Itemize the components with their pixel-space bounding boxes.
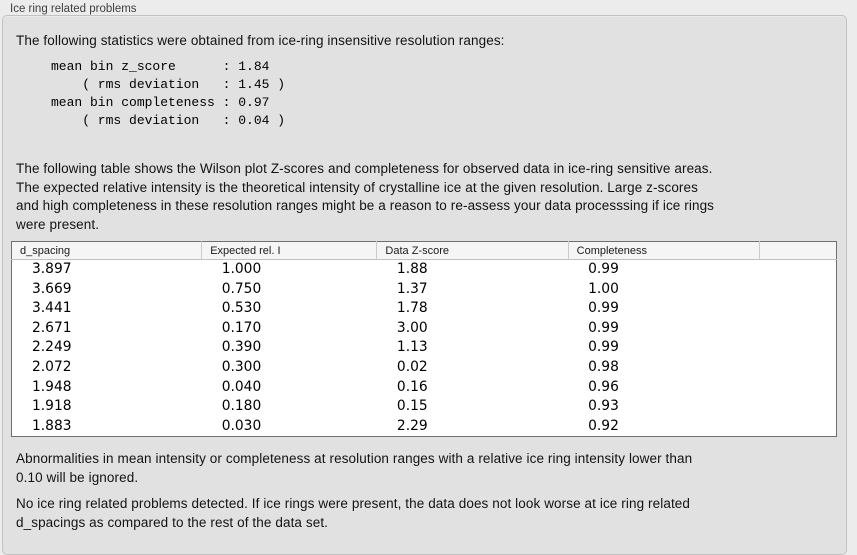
- table-cell: 0.15: [396, 398, 428, 415]
- table-cell: 2.249: [32, 339, 72, 356]
- table-cell: 1.883: [32, 417, 72, 434]
- table-cell: [759, 378, 836, 398]
- table-cell: [759, 299, 836, 319]
- table-cell: 0.92: [588, 417, 619, 434]
- table-cell: 0.99: [588, 339, 619, 356]
- table-cell: 0.530: [221, 300, 262, 317]
- panel-title: Ice ring related problems: [10, 3, 137, 15]
- table-cell: 3.669: [32, 280, 72, 297]
- table-cell: 2.072: [32, 358, 72, 375]
- ice-ring-table[interactable]: d_spacing Expected rel. I Data Z-score C…: [11, 241, 837, 438]
- table-cell: 0.96: [588, 378, 619, 395]
- table-cell: 1.948: [32, 378, 72, 395]
- ice-ring-panel: The following statistics were obtained f…: [2, 15, 847, 555]
- table-cell: 3.897: [32, 261, 72, 277]
- table-row[interactable]: 3.441 0.530 1.78 0.99: [12, 299, 837, 319]
- table-cell: 0.030: [221, 417, 262, 434]
- table-cell: 0.98: [588, 358, 619, 375]
- table-cell: 0.040: [221, 378, 262, 395]
- column-header-d-spacing[interactable]: d_spacing: [11, 241, 203, 260]
- table-description: The following table shows the Wilson plo…: [16, 161, 715, 232]
- table-cell: 2.671: [32, 319, 72, 336]
- column-header-expected-rel-i[interactable]: Expected rel. I: [201, 241, 378, 260]
- table-row[interactable]: 1.918 0.180 0.15 0.93: [12, 397, 837, 417]
- table-row[interactable]: 2.072 0.300 0.02 0.98: [12, 358, 837, 378]
- table-cell: 0.99: [588, 300, 619, 317]
- intro-text: The following statistics were obtained f…: [16, 33, 505, 48]
- table-row[interactable]: 1.948 0.040 0.16 0.96: [12, 378, 837, 398]
- table-cell: [759, 280, 836, 300]
- conclusion-text: No ice ring related problems detected. I…: [16, 496, 691, 530]
- table-cell: [759, 260, 836, 280]
- table-cell: 0.170: [221, 319, 262, 336]
- table-cell: 1.918: [32, 398, 72, 415]
- table-cell: 0.750: [221, 280, 262, 297]
- table-cell: 0.180: [221, 398, 262, 415]
- table-cell: 3.00: [396, 319, 428, 336]
- table-row[interactable]: 2.671 0.170 3.00 0.99: [12, 319, 837, 339]
- table-cell: [759, 358, 836, 378]
- table-cell: 1.37: [396, 280, 428, 297]
- column-header-empty: [759, 241, 837, 260]
- table-row[interactable]: 3.897 1.000 1.88 0.99: [12, 260, 837, 280]
- table-cell: 1.88: [396, 261, 428, 277]
- table-cell: [759, 338, 836, 358]
- table-cell: 0.93: [588, 398, 619, 415]
- ignore-note-text: Abnormalities in mean intensity or compl…: [16, 451, 693, 485]
- table-cell: [759, 319, 836, 339]
- table-row[interactable]: 2.249 0.390 1.13 0.99: [12, 338, 837, 358]
- table-cell: 0.02: [396, 358, 428, 375]
- table-cell: 1.00: [588, 280, 619, 297]
- table-cell: 3.441: [32, 300, 72, 317]
- column-header-completeness[interactable]: Completeness: [568, 241, 760, 260]
- table-row[interactable]: 3.669 0.750 1.37 1.00: [12, 280, 837, 300]
- table-cell: 0.390: [221, 339, 262, 356]
- table-cell: [759, 417, 836, 437]
- column-header-data-z-score[interactable]: Data Z-score: [376, 241, 569, 260]
- table-cell: 0.99: [588, 319, 619, 336]
- table-body: 3.897 1.000 1.88 0.99 3.669 0.750 1.37 1.00 3.44…: [12, 260, 837, 437]
- table-cell: [759, 397, 836, 417]
- table-cell: 0.300: [221, 358, 262, 375]
- table-cell: 1.000: [221, 261, 262, 277]
- table-header-row: d_spacing Expected rel. I Data Z-score C…: [11, 241, 837, 260]
- table-cell: 0.16: [396, 378, 428, 395]
- table-row[interactable]: 1.883 0.030 2.29 0.92: [12, 417, 837, 437]
- stats-block: mean bin z_score : 1.84 ( rms deviation …: [51, 59, 286, 128]
- table-cell: 2.29: [396, 417, 428, 434]
- table-cell: 1.13: [396, 339, 428, 356]
- table-cell: 0.99: [588, 261, 619, 277]
- table-cell: 1.78: [396, 300, 428, 317]
